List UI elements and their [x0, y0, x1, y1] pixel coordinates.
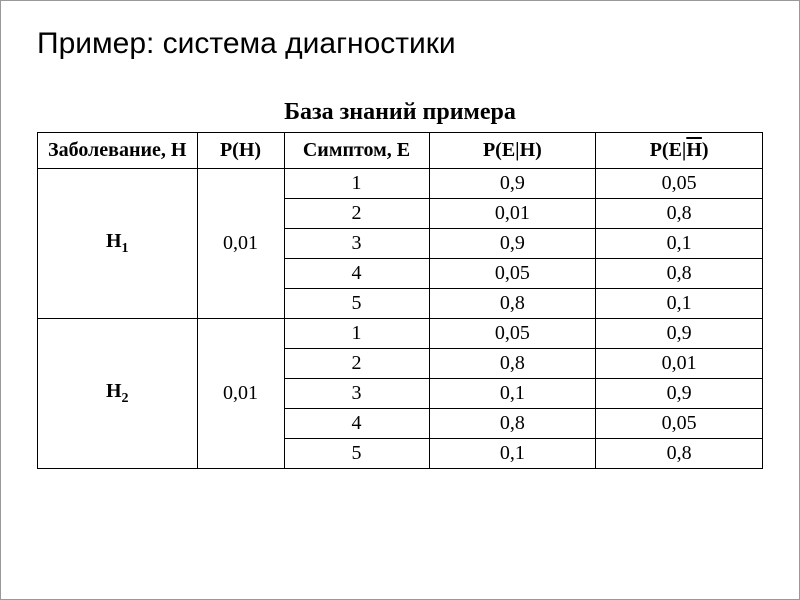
slide-title: Пример: система диагностики [37, 27, 456, 61]
peh-cell: 0,05 [429, 259, 596, 289]
peh-cell: 0,05 [429, 319, 596, 349]
pehbar-cell: 0,8 [596, 199, 763, 229]
pehbar-cell: 0,05 [596, 169, 763, 199]
header-pehbar-prefix: P(E| [650, 139, 687, 161]
header-disease: Заболевание, H [38, 133, 198, 169]
peh-cell: 0,9 [429, 229, 596, 259]
peh-cell: 0,8 [429, 349, 596, 379]
hypothesis-sub: 1 [122, 241, 129, 256]
symptom-cell: 4 [284, 409, 429, 439]
hypothesis-cell: H2 [38, 319, 198, 469]
peh-cell: 0,8 [429, 409, 596, 439]
symptom-cell: 4 [284, 259, 429, 289]
table-row: H1 0,01 1 0,9 0,05 [38, 169, 763, 199]
symptom-cell: 5 [284, 289, 429, 319]
header-pehbar-over: H [686, 139, 702, 161]
header-pehbar: P(E|H) [596, 133, 763, 169]
ph-cell: 0,01 [197, 319, 284, 469]
hypothesis-cell: H1 [38, 169, 198, 319]
pehbar-cell: 0,9 [596, 379, 763, 409]
pehbar-cell: 0,05 [596, 409, 763, 439]
header-pehbar-suffix: ) [702, 139, 709, 161]
symptom-cell: 3 [284, 379, 429, 409]
pehbar-cell: 0,01 [596, 349, 763, 379]
pehbar-cell: 0,8 [596, 439, 763, 469]
hypothesis-prefix: H [106, 230, 122, 252]
symptom-cell: 2 [284, 349, 429, 379]
table-header-row: Заболевание, H P(H) Симптом, E P(E|H) P(… [38, 133, 763, 169]
peh-cell: 0,8 [429, 289, 596, 319]
header-symptom: Симптом, E [284, 133, 429, 169]
hypothesis-prefix: H [106, 380, 122, 402]
pehbar-cell: 0,8 [596, 259, 763, 289]
symptom-cell: 1 [284, 169, 429, 199]
peh-cell: 0,01 [429, 199, 596, 229]
content-box: База знаний примера Заболевание, H P(H) … [37, 99, 763, 469]
header-ph: P(H) [197, 133, 284, 169]
symptom-cell: 3 [284, 229, 429, 259]
knowledge-base-table: Заболевание, H P(H) Симптом, E P(E|H) P(… [37, 132, 763, 469]
symptom-cell: 1 [284, 319, 429, 349]
header-peh: P(E|H) [429, 133, 596, 169]
pehbar-cell: 0,1 [596, 229, 763, 259]
peh-cell: 0,9 [429, 169, 596, 199]
symptom-cell: 2 [284, 199, 429, 229]
ph-cell: 0,01 [197, 169, 284, 319]
table-title: База знаний примера [37, 99, 763, 126]
peh-cell: 0,1 [429, 379, 596, 409]
hypothesis-sub: 2 [122, 391, 129, 406]
pehbar-cell: 0,9 [596, 319, 763, 349]
pehbar-cell: 0,1 [596, 289, 763, 319]
table-row: H2 0,01 1 0,05 0,9 [38, 319, 763, 349]
symptom-cell: 5 [284, 439, 429, 469]
peh-cell: 0,1 [429, 439, 596, 469]
